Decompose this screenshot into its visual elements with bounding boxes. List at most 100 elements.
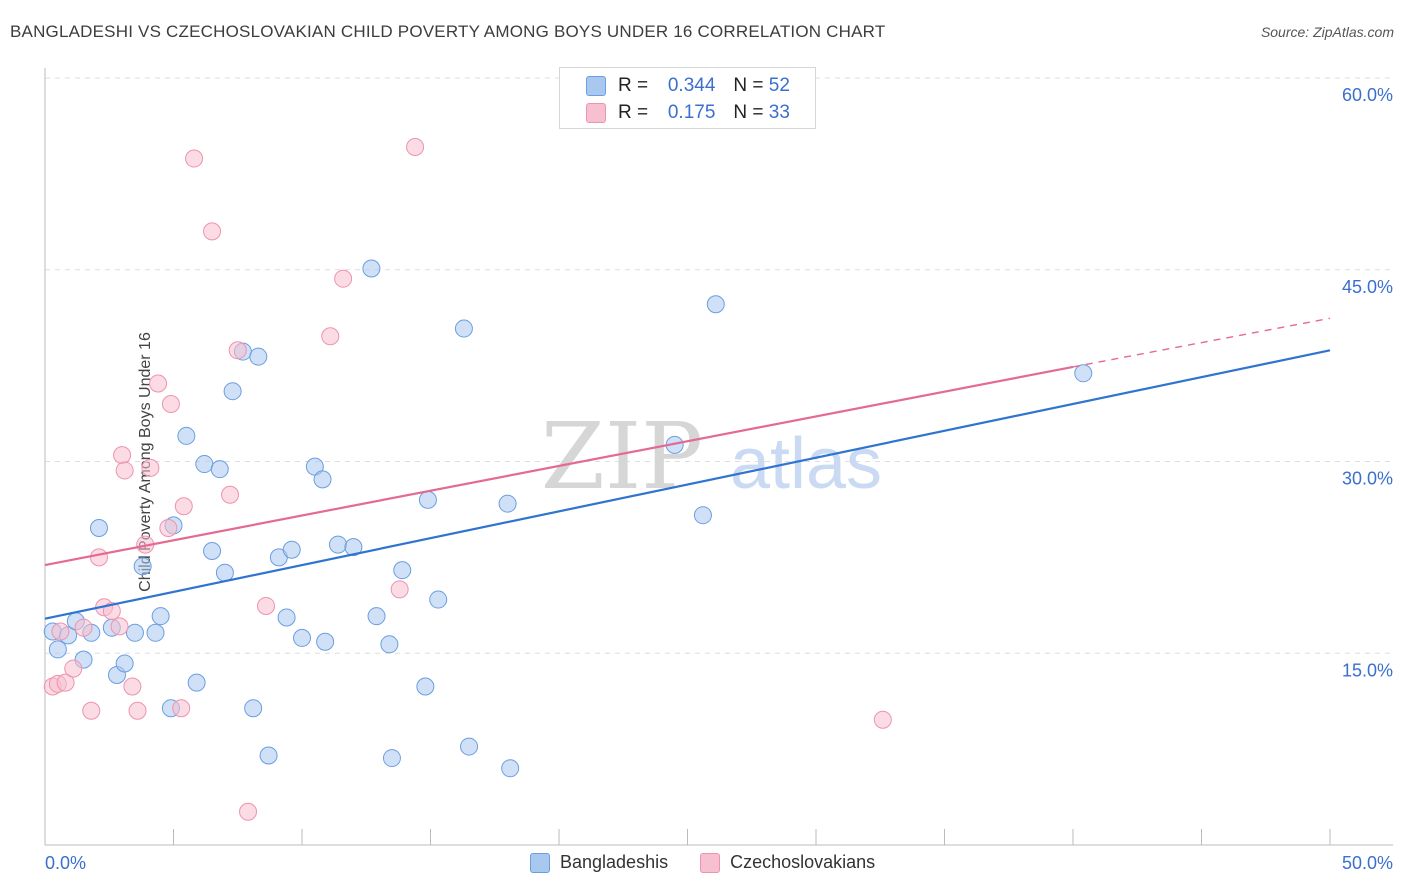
- data-point-bangladeshi: [293, 628, 311, 647]
- data-point-czechoslovakian: [149, 374, 168, 393]
- data-point-bangladeshi: [328, 535, 347, 554]
- legend-swatch-pink: [586, 103, 606, 123]
- tick-label-layer: 15.0% 30.0% 45.0% 60.0% 0.0% 50.0%: [45, 85, 1393, 873]
- legend-swatch-pink: [700, 852, 721, 873]
- data-point-czechoslovakian: [115, 461, 134, 480]
- data-point-bangladeshi: [244, 699, 263, 718]
- data-point-czechoslovakian: [334, 269, 353, 288]
- data-point-czechoslovakian: [257, 596, 276, 615]
- data-point-czechoslovakian: [321, 327, 340, 346]
- data-point-bangladeshi: [382, 749, 401, 768]
- trend-layer: [44, 317, 1331, 620]
- data-point-bangladeshi: [460, 737, 479, 756]
- data-point-czechoslovakian: [390, 580, 409, 599]
- correlation-legend: R = 0.344 N = 52 R = 0.175 N = 33: [559, 67, 816, 129]
- data-point-bangladeshi: [693, 506, 712, 525]
- data-point-bangladeshi: [146, 623, 165, 642]
- watermark-atlas: atlas: [730, 424, 882, 504]
- n-value: 52: [768, 75, 790, 96]
- axis-layer: [44, 68, 1393, 846]
- data-point-czechoslovakian: [221, 485, 240, 504]
- r-value: 0.175: [667, 102, 716, 123]
- data-point-czechoslovakian: [141, 458, 160, 477]
- data-point-bangladeshi: [277, 608, 296, 627]
- points-layer: [43, 138, 1093, 821]
- data-point-bangladeshi: [249, 347, 268, 366]
- n-label: N =: [733, 75, 764, 96]
- data-point-bangladeshi: [706, 295, 725, 314]
- data-point-bangladeshi: [203, 541, 222, 560]
- legend-row-bangladeshis: R = 0.344 N = 52: [586, 75, 790, 97]
- data-point-czechoslovakian: [56, 673, 75, 692]
- legend-swatch-blue: [530, 852, 550, 873]
- data-point-bangladeshi: [313, 470, 332, 489]
- data-point-bangladeshi: [195, 455, 214, 474]
- r-label: R =: [618, 102, 649, 123]
- data-point-czechoslovakian: [873, 710, 892, 729]
- data-point-czechoslovakian: [239, 802, 258, 821]
- trendline-extension: [1072, 317, 1331, 368]
- r-value: 0.344: [667, 75, 716, 96]
- data-point-bangladeshi: [282, 540, 301, 559]
- data-point-czechoslovakian: [228, 341, 247, 360]
- data-point-bangladeshi: [362, 259, 381, 278]
- data-point-czechoslovakian: [110, 617, 129, 636]
- data-point-bangladeshi: [215, 563, 234, 582]
- data-point-czechoslovakian: [128, 701, 147, 720]
- data-point-czechoslovakian: [82, 701, 101, 720]
- legend-label: Bangladeshis: [560, 852, 669, 872]
- chart-title: BANGLADESHI VS CZECHOSLOVAKIAN CHILD POV…: [10, 22, 886, 41]
- legend-label: Czechoslovakians: [730, 852, 876, 872]
- source-credit: Source: ZipAtlas.com: [1260, 24, 1394, 40]
- data-point-bangladeshi: [125, 623, 144, 642]
- data-point-czechoslovakian: [161, 394, 180, 413]
- trendline-bangladeshis: [44, 349, 1331, 620]
- data-point-czechoslovakian: [406, 138, 425, 157]
- data-point-bangladeshi: [367, 607, 386, 626]
- data-point-bangladeshi: [177, 426, 196, 445]
- data-point-bangladeshi: [1074, 364, 1093, 383]
- data-point-bangladeshi: [133, 557, 152, 576]
- y-tick-label: 60.0%: [1342, 85, 1393, 105]
- data-point-czechoslovakian: [89, 548, 108, 567]
- n-label: N =: [733, 102, 764, 123]
- data-point-czechoslovakian: [203, 222, 222, 241]
- legend-row-czechoslovakians: R = 0.175 N = 33: [586, 102, 790, 124]
- data-point-bangladeshi: [429, 590, 448, 609]
- x-tick-label: 0.0%: [45, 853, 86, 873]
- legend-entry-czechoslovakians[interactable]: Czechoslovakians: [700, 852, 875, 873]
- data-point-czechoslovakian: [102, 602, 121, 621]
- legend-swatch-blue: [586, 76, 606, 96]
- data-point-czechoslovakian: [185, 149, 204, 168]
- grid-layer: [45, 77, 1393, 654]
- watermark-zip: ZIP: [541, 403, 703, 510]
- n-value: 33: [768, 102, 790, 123]
- y-tick-label: 15.0%: [1342, 660, 1393, 680]
- data-point-czechoslovakian: [123, 677, 142, 696]
- data-point-bangladeshi: [187, 673, 206, 692]
- data-point-czechoslovakian: [172, 699, 191, 718]
- data-point-bangladeshi: [416, 677, 435, 696]
- y-tick-label: 45.0%: [1342, 277, 1393, 297]
- x-tick-label: 50.0%: [1342, 853, 1393, 873]
- data-point-czechoslovakian: [64, 659, 83, 678]
- data-point-bangladeshi: [259, 746, 278, 765]
- data-point-bangladeshi: [454, 319, 473, 338]
- data-point-bangladeshi: [89, 518, 108, 537]
- data-point-czechoslovakian: [113, 446, 132, 465]
- r-label: R =: [618, 75, 649, 96]
- data-point-bangladeshi: [501, 759, 520, 778]
- data-point-bangladeshi: [393, 561, 412, 580]
- data-point-bangladeshi: [115, 654, 134, 673]
- data-point-bangladeshi: [418, 490, 437, 509]
- data-point-bangladeshi: [151, 607, 170, 626]
- data-point-czechoslovakian: [174, 497, 193, 516]
- legend-entry-bangladeshis[interactable]: Bangladeshis: [530, 852, 668, 873]
- data-point-czechoslovakian: [159, 518, 178, 537]
- data-point-czechoslovakian: [74, 618, 93, 637]
- data-point-bangladeshi: [223, 382, 242, 401]
- watermark: ZIP atlas: [541, 403, 882, 510]
- series-legend: Bangladeshis Czechoslovakians: [530, 852, 875, 873]
- y-tick-label: 30.0%: [1342, 469, 1393, 489]
